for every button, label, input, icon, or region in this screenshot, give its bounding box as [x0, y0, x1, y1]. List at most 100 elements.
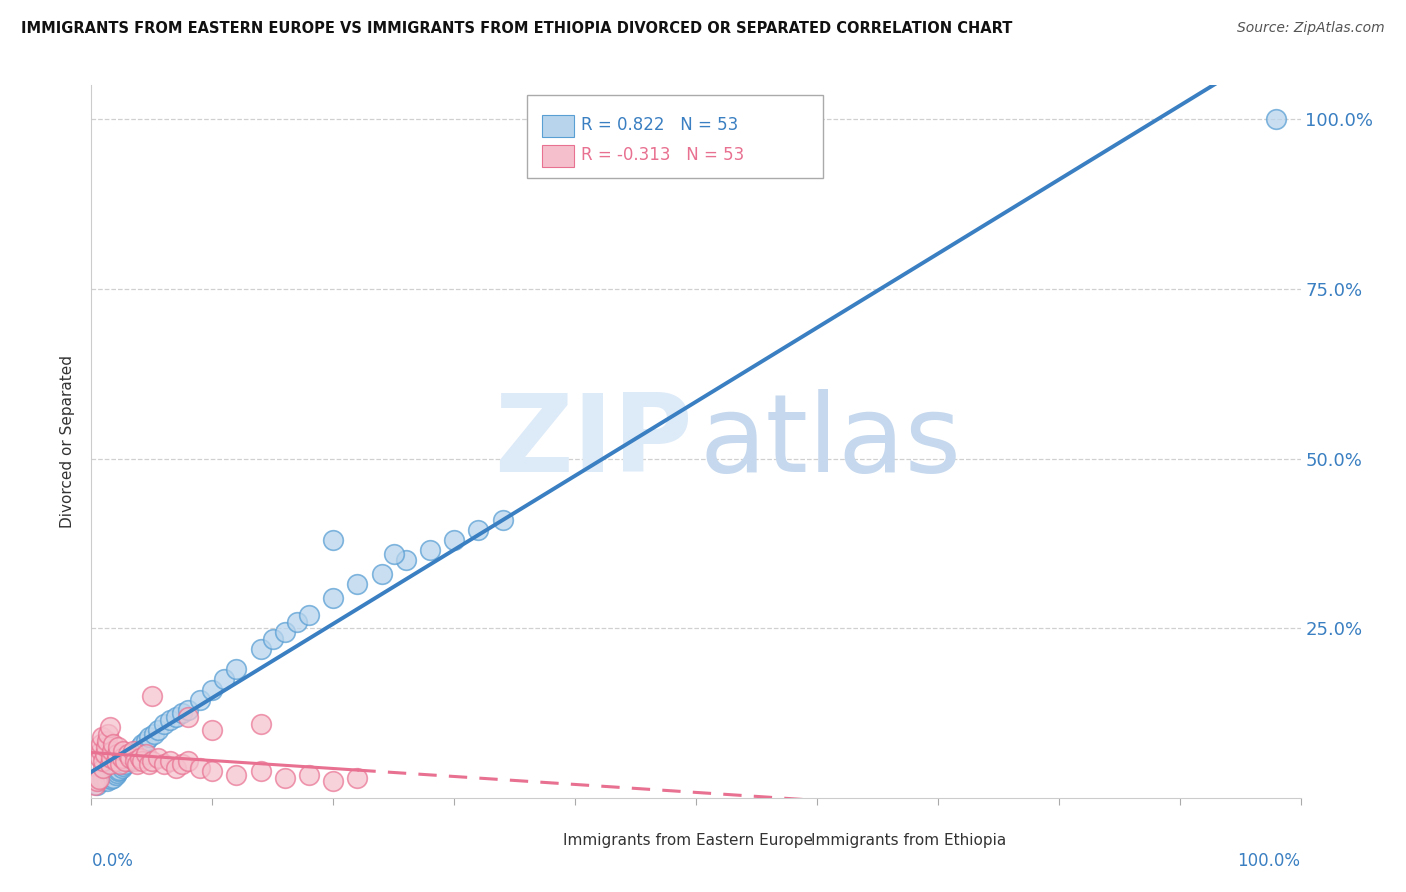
Point [104, 767, 127, 781]
Point [124, 754, 146, 768]
Text: R = -0.313   N = 53: R = -0.313 N = 53 [581, 145, 744, 163]
Text: atlas: atlas [700, 389, 962, 494]
Text: Source: ZipAtlas.com: Source: ZipAtlas.com [1237, 21, 1385, 36]
Point [225, 662, 247, 676]
Point [86, 778, 108, 792]
FancyBboxPatch shape [543, 115, 574, 137]
Point [188, 693, 211, 707]
Point [165, 710, 187, 724]
Point [177, 710, 200, 724]
Point [107, 764, 129, 779]
Point [1265, 112, 1288, 126]
Point [274, 771, 297, 785]
FancyBboxPatch shape [543, 145, 574, 168]
Point [86, 774, 108, 789]
Point [98, 767, 121, 781]
Point [111, 761, 132, 775]
Point [159, 713, 181, 727]
Point [322, 533, 344, 547]
Point [110, 757, 132, 772]
Point [111, 750, 132, 764]
Point [97, 727, 120, 741]
Point [214, 673, 236, 687]
Point [165, 761, 187, 775]
Point [131, 754, 153, 768]
Text: Immigrants from Eastern Europe: Immigrants from Eastern Europe [562, 833, 813, 848]
Point [135, 733, 157, 747]
Point [262, 632, 284, 646]
Text: Immigrants from Ethiopia: Immigrants from Ethiopia [811, 833, 1007, 848]
Point [177, 703, 200, 717]
Point [153, 757, 176, 772]
Point [114, 754, 136, 768]
Text: ZIP: ZIP [494, 389, 692, 494]
Point [201, 723, 224, 738]
Point [90, 774, 112, 789]
Point [101, 771, 124, 785]
Point [87, 772, 110, 787]
Text: R = 0.822   N = 53: R = 0.822 N = 53 [581, 116, 738, 134]
Point [188, 761, 211, 775]
Point [141, 690, 163, 704]
Point [101, 744, 124, 758]
Point [346, 577, 368, 591]
Point [249, 716, 271, 731]
Text: 0.0%: 0.0% [91, 852, 134, 870]
Point [90, 737, 112, 751]
Point [84, 778, 107, 792]
Point [127, 744, 149, 758]
Point [201, 682, 224, 697]
Point [467, 523, 489, 537]
Point [135, 747, 157, 761]
Point [122, 747, 145, 761]
Point [121, 744, 143, 758]
Point [98, 720, 121, 734]
Point [249, 641, 271, 656]
Point [89, 750, 111, 764]
Point [146, 723, 169, 738]
Point [143, 727, 166, 741]
FancyBboxPatch shape [778, 831, 804, 850]
Point [105, 747, 128, 761]
Point [114, 757, 136, 772]
Point [101, 737, 124, 751]
Point [111, 744, 134, 758]
Point [322, 591, 344, 605]
Point [105, 765, 128, 780]
Point [93, 761, 115, 775]
Point [346, 771, 368, 785]
Text: IMMIGRANTS FROM EASTERN EUROPE VS IMMIGRANTS FROM ETHIOPIA DIVORCED OR SEPARATED: IMMIGRANTS FROM EASTERN EUROPE VS IMMIGR… [21, 21, 1012, 37]
Point [100, 772, 122, 787]
Point [120, 750, 142, 764]
Point [172, 706, 194, 721]
Point [94, 740, 117, 755]
Point [177, 754, 200, 768]
Point [419, 543, 441, 558]
Point [146, 750, 169, 764]
Point [108, 763, 131, 777]
Point [94, 772, 117, 787]
Point [225, 767, 247, 781]
Point [117, 747, 139, 761]
Point [298, 767, 321, 781]
Point [491, 513, 513, 527]
Point [274, 624, 297, 639]
Point [93, 754, 115, 768]
Point [91, 730, 114, 744]
Y-axis label: Divorced or Separated: Divorced or Separated [60, 355, 76, 528]
Point [138, 730, 160, 744]
Point [138, 757, 160, 772]
Point [131, 737, 153, 751]
Point [153, 716, 176, 731]
Point [285, 615, 308, 629]
Point [93, 771, 115, 785]
Point [104, 754, 127, 768]
Point [128, 740, 150, 755]
Point [90, 744, 112, 758]
Point [159, 754, 181, 768]
Point [172, 757, 194, 772]
Text: 100.0%: 100.0% [1237, 852, 1301, 870]
Point [249, 764, 271, 779]
Point [118, 752, 141, 766]
FancyBboxPatch shape [530, 831, 557, 850]
